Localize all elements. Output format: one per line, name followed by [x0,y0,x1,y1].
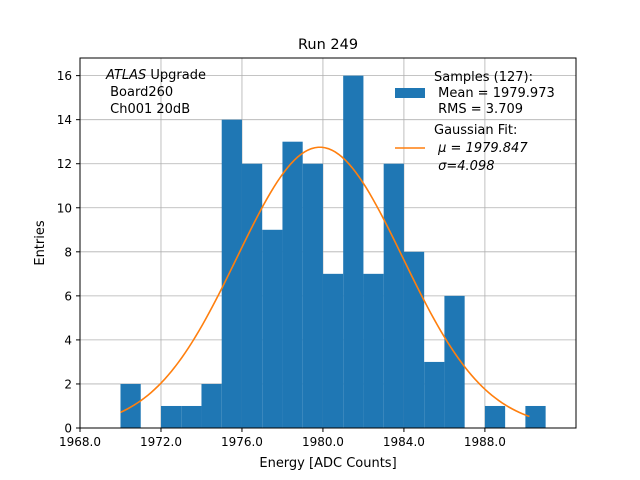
histogram-bar [383,163,404,428]
histogram-bar [160,405,182,428]
legend-hist-label-3: RMS = 3.709 [434,102,523,117]
plot-frame [79,57,577,429]
y-tick-label: 12 [57,157,72,171]
histogram-bar [302,163,323,428]
legend-fit-label-1: Gaussian Fit: [434,123,517,138]
y-tick-label: 6 [64,289,72,303]
annotation-line-3: Ch001 20dB [106,102,190,117]
histogram-bar [181,405,202,428]
histogram-bar [282,141,303,428]
annotation-atlas: ATLAS [105,68,146,83]
y-tick-label: 2 [64,377,72,391]
y-tick-label: 16 [57,69,72,83]
fit-curve [120,146,530,418]
x-tick-label: 1972.0 [140,435,182,449]
y-tick-label: 8 [64,245,72,259]
annotation: ATLAS Upgrade Board260 Ch001 20dB [105,68,206,117]
x-axis-label: Energy [ADC Counts] [259,456,396,471]
legend-histogram-swatch [395,88,425,98]
x-tick-label: 1976.0 [221,435,263,449]
annotation-line-1: ATLAS Upgrade [105,68,206,83]
histogram-bar [120,383,141,428]
histogram-bar [262,229,283,428]
legend-hist-label-2: Mean = 1979.973 [434,86,555,101]
legend-fit-label-3: σ=4.098 [434,159,494,174]
histogram-bar [363,273,384,428]
gaussian-fit [120,146,530,418]
x-tick-label: 1988.0 [464,435,506,449]
histogram-bar [444,295,465,428]
y-tick-label: 4 [64,333,72,347]
histogram-bar [201,383,222,428]
annotation-upgrade: Upgrade [146,68,206,83]
histogram-bar [525,405,546,428]
histogram-bar [241,163,263,428]
legend-hist-label-1: Samples (127): [434,70,533,85]
x-tick-label: 1980.0 [302,435,344,449]
y-tick-label: 0 [64,422,72,436]
x-tick-label: 1984.0 [383,435,425,449]
y-tick-label: 10 [57,201,72,215]
x-tick-label: 1968.0 [59,435,101,449]
axis-ticks: 1968.0 1972.0 1976.0 1980.0 1984.0 1988.0 0 2 4 6… [57,69,506,449]
chart-title: Run 249 [298,37,358,53]
histogram-bar [343,75,364,428]
histogram-bar [322,273,344,428]
y-axis-label: Entries [33,220,48,266]
legend: Samples (127): Mean = 1979.973 RMS = 3.7… [395,70,555,174]
annotation-line-2: Board260 [106,85,173,100]
histogram-bars [120,75,546,429]
histogram-bar [403,251,425,428]
y-tick-label: 14 [57,113,72,127]
histogram-bar [484,405,506,428]
legend-fit-label-2: μ = 1979.847 [434,141,528,156]
histogram-bar [221,119,242,429]
histogram-bar [424,361,445,428]
